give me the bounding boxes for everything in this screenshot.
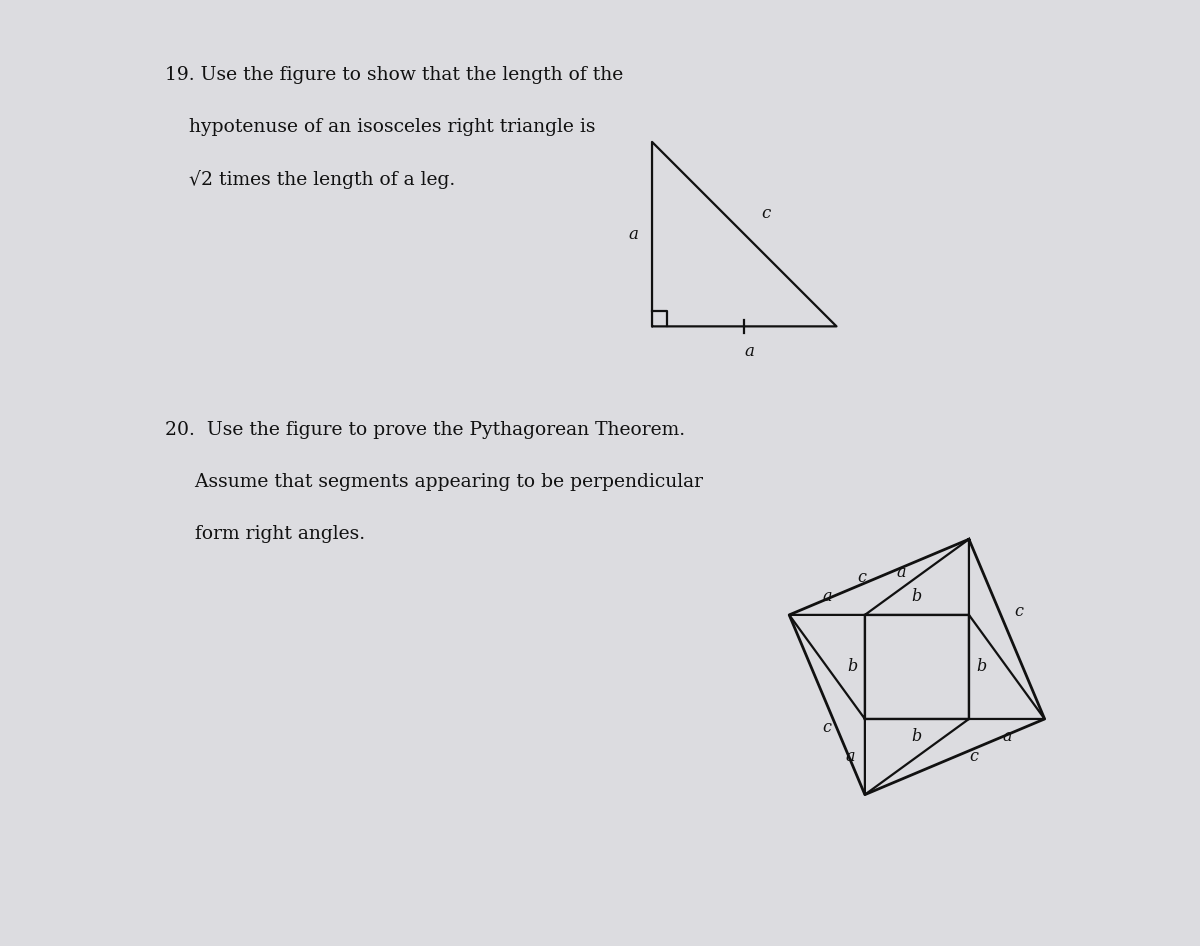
Text: b: b [977,658,986,675]
Text: a: a [896,564,906,581]
Text: c: c [857,569,866,586]
Text: form right angles.: form right angles. [164,525,365,543]
Text: 20.  Use the figure to prove the Pythagorean Theorem.: 20. Use the figure to prove the Pythagor… [164,421,685,439]
Text: Assume that segments appearing to be perpendicular: Assume that segments appearing to be per… [164,473,703,491]
Text: a: a [744,343,754,360]
Text: a: a [846,748,856,765]
Text: √2 times the length of a leg.: √2 times the length of a leg. [164,170,455,189]
Text: b: b [912,728,922,745]
Text: c: c [761,205,770,221]
Text: a: a [629,226,638,242]
Text: b: b [912,588,922,605]
Text: c: c [1014,603,1024,620]
Text: c: c [822,719,832,736]
Text: hypotenuse of an isosceles right triangle is: hypotenuse of an isosceles right triangl… [164,118,595,136]
Text: a: a [822,588,832,605]
Text: a: a [1002,728,1012,745]
Text: b: b [847,658,857,675]
Text: 19. Use the figure to show that the length of the: 19. Use the figure to show that the leng… [164,66,623,84]
Text: c: c [968,748,978,765]
